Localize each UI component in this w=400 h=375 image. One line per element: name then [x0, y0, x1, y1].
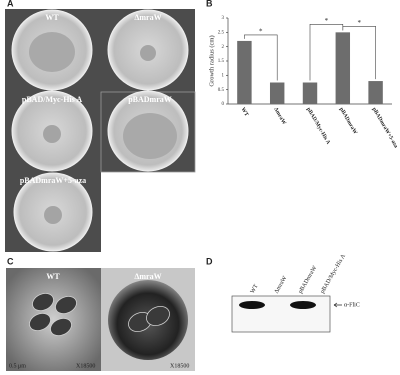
- significance-star: *: [325, 17, 329, 25]
- band: [239, 301, 265, 309]
- lane-label: pBADmraW: [298, 265, 319, 295]
- y-tick-label: 1.5: [218, 59, 225, 64]
- band-label: α-FliC: [344, 302, 360, 308]
- plate-label: pBAD/Myc-His A: [22, 95, 82, 104]
- significance-star: *: [259, 28, 263, 36]
- lane-label: pBAD/Myc-His A: [320, 253, 348, 295]
- colony: [43, 125, 61, 143]
- y-tick-label: 0: [222, 102, 225, 107]
- y-tick-label: 3: [222, 16, 225, 21]
- x-tick-label: pBADmraW: [338, 107, 358, 136]
- plate-label: pBADmraW+5-aza: [20, 176, 86, 185]
- y-tick-label: 2.5: [218, 30, 225, 35]
- cells: [29, 292, 170, 337]
- bar: [368, 81, 383, 104]
- bar: [269, 82, 285, 104]
- scale-bar-label: 0.5 μm: [9, 363, 26, 369]
- plate-label: pBADmraW: [128, 95, 172, 104]
- significance-star: *: [357, 19, 361, 27]
- colony: [44, 206, 62, 224]
- arrow: [333, 302, 342, 308]
- lane-label: ΔmraW: [274, 275, 289, 295]
- magnification: X18500: [170, 363, 189, 369]
- colony: [123, 113, 177, 159]
- x-tick-label: ΔmraW: [272, 107, 287, 127]
- band: [290, 301, 316, 309]
- colony: [29, 32, 75, 72]
- x-tick-label: WT: [240, 107, 250, 118]
- panel-letter: B: [206, 0, 213, 8]
- plates: [11, 9, 189, 252]
- image-label: WT: [46, 272, 60, 281]
- y-axis-label: Growth radius (cm): [208, 35, 215, 86]
- bar: [237, 40, 252, 104]
- image-label: ΔmraW: [134, 272, 161, 281]
- bar: [335, 32, 351, 105]
- lane-label: WT: [250, 283, 260, 294]
- bar-chart: 0 0.5 1 1.5 2 2.5 3 Growth radius (cm) WT ΔmraW pB…: [208, 16, 398, 149]
- panel-letter: A: [7, 0, 14, 8]
- panel-letter: C: [7, 256, 14, 266]
- panel-letter: D: [206, 256, 213, 266]
- plate-label: ΔmraW: [134, 13, 161, 22]
- y-tick-label: 1: [222, 73, 225, 78]
- bar: [302, 82, 318, 104]
- x-tick-label: pBAD/Myc-His A: [305, 107, 331, 146]
- y-tick-label: 2: [222, 45, 225, 50]
- em-image: [6, 268, 101, 371]
- colony: [140, 45, 156, 61]
- plate-label: WT: [45, 13, 59, 22]
- y-tick-label: 0.5: [218, 88, 225, 93]
- significance-bracket: [244, 34, 278, 81]
- magnification: X18500: [76, 363, 95, 369]
- significance-bracket: [342, 26, 376, 80]
- x-tick-label: pBADmraW+5-aza: [371, 107, 399, 150]
